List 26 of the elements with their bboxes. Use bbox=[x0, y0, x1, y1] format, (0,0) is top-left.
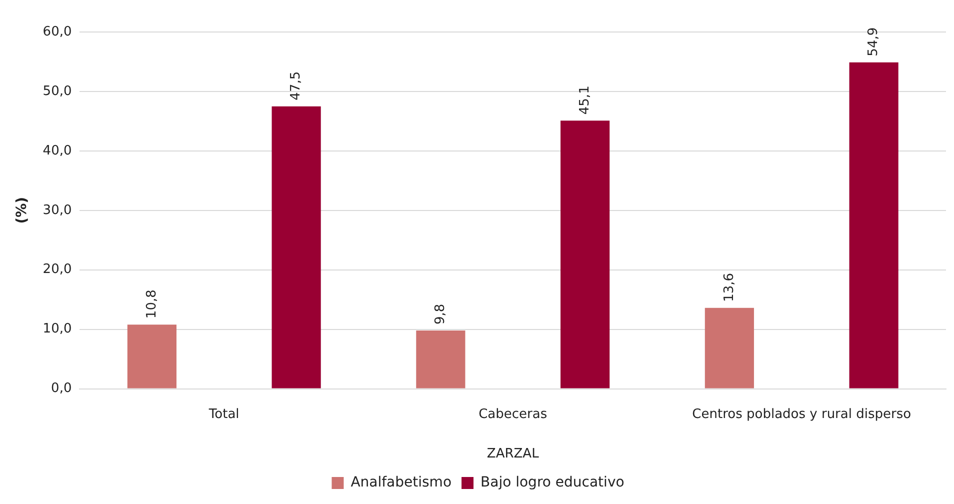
bar bbox=[560, 120, 610, 388]
data-label: 47,5 bbox=[288, 71, 304, 100]
x-tick-label: Cabeceras bbox=[478, 406, 548, 422]
bar bbox=[127, 324, 176, 388]
y-tick-label: 50,0 bbox=[42, 84, 72, 99]
y-tick-label: 0,0 bbox=[51, 381, 72, 396]
data-label: 9,8 bbox=[433, 304, 448, 325]
bar bbox=[416, 330, 466, 388]
bar bbox=[704, 308, 754, 388]
legend-label: Bajo logro educativo bbox=[480, 474, 624, 491]
data-label: 54,9 bbox=[866, 27, 882, 56]
y-tick-label: 60,0 bbox=[42, 24, 72, 40]
bar bbox=[272, 106, 321, 388]
data-label: 13,6 bbox=[722, 272, 737, 302]
legend-label: Analfabetismo bbox=[350, 474, 452, 491]
y-axis-title: (%) bbox=[14, 196, 30, 224]
x-tick-label: Total bbox=[208, 406, 240, 422]
y-tick-label: 30,0 bbox=[42, 202, 72, 218]
bar bbox=[849, 62, 898, 388]
data-label: 45,1 bbox=[577, 86, 592, 115]
y-tick-label: 10,0 bbox=[42, 322, 72, 337]
x-tick-label: Centros poblados y rural disperso bbox=[692, 406, 912, 422]
y-tick-label: 40,0 bbox=[42, 143, 72, 158]
y-tick-label: 20,0 bbox=[42, 262, 72, 278]
data-label: 10,8 bbox=[144, 290, 160, 319]
x-axis-title: ZARZAL bbox=[486, 446, 540, 462]
